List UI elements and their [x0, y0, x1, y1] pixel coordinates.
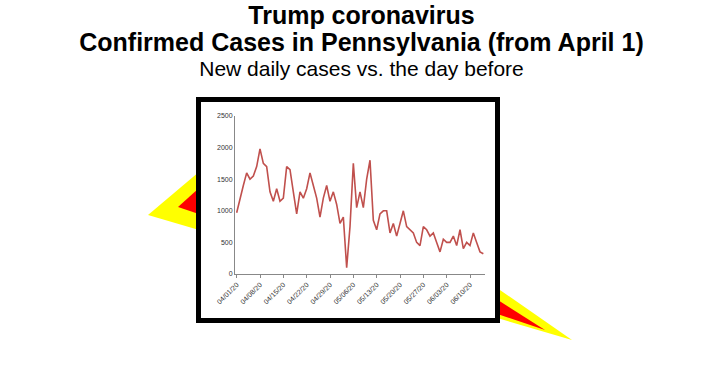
svg-text:05/27/20: 05/27/20 [402, 281, 426, 305]
svg-text:1500: 1500 [217, 176, 233, 183]
svg-text:06/03/20: 06/03/20 [426, 281, 450, 305]
svg-text:06/10/20: 06/10/20 [449, 281, 473, 305]
svg-text:04/08/20: 04/08/20 [239, 281, 263, 305]
svg-text:04/29/20: 04/29/20 [309, 281, 333, 305]
svg-text:2500: 2500 [217, 112, 233, 119]
svg-text:2000: 2000 [217, 144, 233, 151]
html-text:New daily cases vs. the day be: New daily cases vs. the day before [199, 57, 524, 80]
svg-text:05/13/20: 05/13/20 [356, 281, 380, 305]
svg-text:1000: 1000 [217, 207, 233, 214]
html-text:Trump coronavirus: Trump coronavirus [248, 1, 475, 29]
svg-text:04/15/20: 04/15/20 [262, 281, 286, 305]
svg-text:0: 0 [229, 270, 233, 277]
svg-text:05/06/20: 05/06/20 [332, 281, 356, 305]
html-text:Confirmed Cases in Pennsylvani: Confirmed Cases in Pennsylvania (from Ap… [79, 28, 644, 56]
svg-text:04/22/20: 04/22/20 [286, 281, 310, 305]
svg-text:500: 500 [221, 239, 233, 246]
svg-text:05/20/20: 05/20/20 [379, 281, 403, 305]
svg-text:04/01/20: 04/01/20 [216, 281, 240, 305]
